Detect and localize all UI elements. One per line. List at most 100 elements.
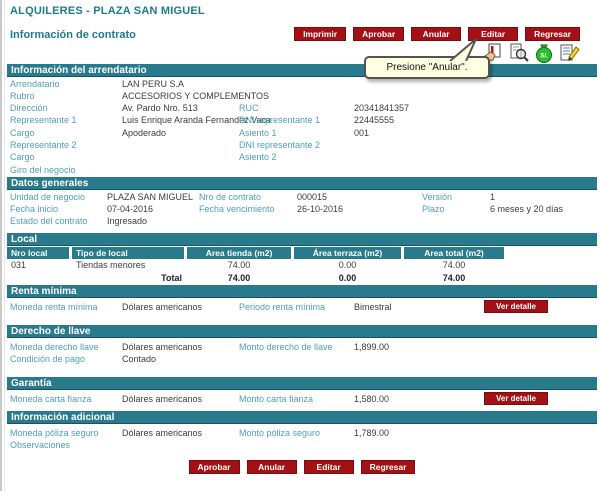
money-bag-label: S/. [540, 54, 548, 60]
field-value: Dólares americanos [122, 301, 203, 312]
money-bag-icon[interactable]: S/. [533, 42, 555, 64]
field-value: Luis Enrique Aranda Fernandez Vaca [122, 115, 271, 126]
field-value: Apoderado [122, 127, 167, 138]
field-label: Nro de contrato [199, 191, 262, 202]
field-label: Fecha vencimiento [199, 203, 275, 214]
search-document-icon[interactable] [508, 42, 530, 64]
field-row: Unidad de negocio PLAZA SAN MIGUEL Nro d… [7, 190, 597, 202]
field-row: Moneda renta mínima Dólares americanos P… [7, 300, 597, 316]
anular-button-footer[interactable]: Anular [246, 460, 297, 474]
field-label: Plazo [422, 203, 445, 214]
field-value: Dólares americanos [122, 427, 203, 438]
field-row: Rubro ACCESORIOS Y COMPLEMENTOS [7, 89, 597, 101]
section-renta-minima: Renta mínima Moneda renta mínima Dólares… [7, 285, 597, 316]
field-label: Asiento 2 [239, 152, 277, 163]
section-header-arrendatario: Información del arrendatario [7, 64, 597, 77]
imprimir-button[interactable]: Imprimir [294, 27, 347, 41]
field-value: 22445555 [354, 115, 395, 126]
table-row: 031 Tiendas menores 74.00 0.00 74.00 [7, 259, 597, 272]
field-label: Monto derecho de llave [239, 341, 333, 352]
cell-area-tienda: 74.00 [227, 260, 251, 270]
local-table-header-row: Nro local Tipo de local Area tienda (m2)… [7, 247, 597, 259]
field-value: 1,580.00 [354, 393, 390, 404]
field-value: 1,789.00 [354, 427, 390, 438]
field-label: Cargo [10, 127, 35, 138]
cell-nro-local: 031 [11, 260, 27, 270]
field-label: Arrendatario [10, 78, 60, 89]
table-total-row: Total 74.00 0.00 74.00 [7, 272, 597, 285]
ver-detalle-garantia-button[interactable]: Ver detalle [484, 392, 548, 405]
section-header-garantia: Garantía [7, 377, 597, 390]
field-label: Condición de pago [10, 353, 86, 364]
section-header-renta-minima: Renta mínima [7, 285, 597, 298]
field-row: Cargo Apoderado Asiento 1 001 [7, 126, 597, 138]
field-value: LAN PERU S.A [122, 78, 185, 89]
edit-document-icon[interactable] [558, 42, 580, 64]
local-table: Nro local Tipo de local Area tienda (m2)… [7, 247, 597, 285]
field-label: Monto póliza seguro [239, 427, 321, 438]
anular-button[interactable]: Anular [411, 27, 462, 41]
section-datos-generales: Datos generales Unidad de negocio PLAZA … [7, 177, 597, 227]
toolbar-icons: S/. [483, 42, 580, 64]
field-label: Cargo [10, 152, 35, 163]
field-value: Bimestral [354, 301, 392, 312]
field-label: Moneda carta fianza [10, 393, 92, 404]
field-label: Estado del contrato [10, 216, 88, 227]
field-label: Periodo renta mínima [239, 301, 326, 312]
field-value: Dólares americanos [122, 393, 203, 404]
aprobar-button[interactable]: Aprobar [353, 27, 405, 41]
field-row: Moneda póliza seguro Dólares americanos … [7, 426, 597, 438]
field-label: Moneda póliza seguro [10, 427, 99, 438]
column-header-area-total: Area total (m2) [404, 247, 504, 259]
field-value: Ingresado [107, 216, 148, 227]
field-row: Dirección Av. Pardo Nro. 513 RUC 2034184… [7, 102, 597, 114]
editar-button-footer[interactable]: Editar [303, 460, 354, 474]
field-value: Contado [122, 353, 157, 364]
field-value: Av. Pardo Nro. 513 [122, 103, 198, 114]
cell-area-terraza: 0.00 [338, 260, 357, 270]
field-value: 07-04-2016 [107, 203, 154, 214]
column-header-area-tienda: Area tienda (m2) [187, 247, 291, 259]
field-row: Representante 2 DNI representante 2 [7, 138, 597, 150]
column-header-nro-local: Nro local [7, 247, 69, 259]
tooltip-tail [449, 38, 477, 61]
field-value: Dólares americanos [122, 341, 203, 352]
field-row: Moneda derecho llave Dólares americanos … [7, 340, 597, 352]
total-label: Total [161, 273, 182, 283]
field-label: DNI representante 1 [239, 115, 321, 126]
section-title: Información de contrato [10, 29, 136, 41]
total-area-total: 74.00 [442, 273, 466, 283]
ver-detalle-renta-button[interactable]: Ver detalle [484, 300, 548, 313]
aprobar-button-footer[interactable]: Aprobar [188, 460, 240, 474]
field-label: Dirección [10, 103, 48, 114]
field-label: Monto carta fianza [239, 393, 314, 404]
tooltip-presione-anular: Presione "Anular". [364, 56, 490, 79]
field-label: Fecha inicio [10, 203, 59, 214]
section-header-datos-generales: Datos generales [7, 177, 597, 190]
field-label: Representante 2 [10, 139, 77, 150]
section-garantia: Garantía Moneda carta fianza Dólares ame… [7, 377, 597, 408]
field-row: Giro del negocio [7, 163, 597, 175]
column-header-tipo-local: Tipo de local [72, 247, 184, 259]
column-header-area-terraza: Área terraza (m2) [294, 247, 401, 259]
field-row: Fecha inicio 07-04-2016 Fecha vencimient… [7, 202, 597, 214]
editar-button[interactable]: Editar [468, 27, 519, 41]
section-header-info-adicional: Información adicional [7, 411, 597, 424]
field-label: Asiento 1 [239, 127, 277, 138]
regresar-button[interactable]: Regresar [525, 27, 580, 41]
regresar-button-footer[interactable]: Regresar [360, 460, 416, 474]
section-local: Local Nro local Tipo de local Area tiend… [7, 233, 597, 285]
field-row: Representante 1 Luis Enrique Aranda Fern… [7, 114, 597, 126]
section-info-adicional: Información adicional Moneda póliza segu… [7, 411, 597, 451]
field-row: Observaciones [7, 438, 597, 450]
field-value: 20341841357 [354, 103, 410, 114]
field-label: Moneda derecho llave [10, 341, 99, 352]
total-area-terraza: 0.00 [338, 273, 357, 283]
total-area-tienda: 74.00 [227, 273, 251, 283]
cell-tipo-local: Tiendas menores [76, 260, 146, 270]
section-derecho-llave: Derecho de llave Moneda derecho llave Dó… [7, 325, 597, 365]
field-value: 6 meses y 20 días [490, 203, 564, 214]
field-value: 001 [354, 127, 370, 138]
section-arrendatario: Información del arrendatario Arrendatari… [7, 64, 597, 175]
